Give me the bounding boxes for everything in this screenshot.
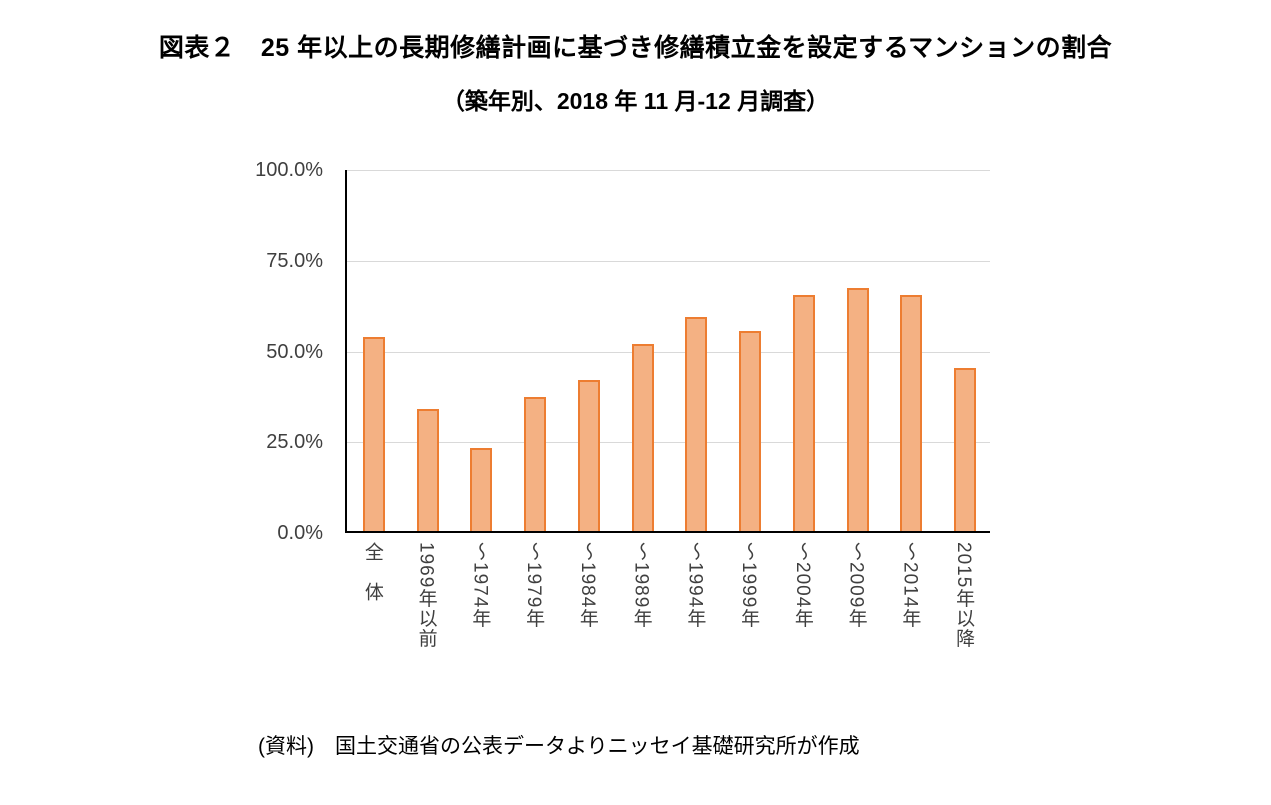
bar-10 — [846, 287, 869, 531]
gridline — [347, 442, 990, 444]
x-tick-label: ～2014年 — [899, 542, 921, 629]
bar-12 — [954, 367, 977, 531]
bar-1 — [362, 336, 385, 531]
x-tick-label: ～2004年 — [791, 542, 813, 629]
y-tick-label: 0.0% — [277, 522, 323, 544]
bar-6 — [631, 344, 654, 531]
chart-title: 図表２ 25 年以上の長期修繕計画に基づき修繕積立金を設定するマンションの割合 — [158, 34, 1113, 62]
x-tick-label: 1969年以前 — [415, 542, 437, 649]
gridline — [347, 351, 990, 353]
gridline — [347, 170, 990, 171]
x-tick-label: ～1979年 — [523, 542, 545, 629]
x-tick-label: 全 体 — [361, 542, 383, 602]
x-tick-label: ～1999年 — [738, 542, 760, 629]
gridline — [347, 260, 990, 262]
x-tick-label: ～1984年 — [576, 542, 598, 629]
bar-2 — [416, 409, 439, 531]
bar-7 — [685, 316, 708, 531]
y-tick-label: 100.0% — [255, 159, 323, 181]
bar-8 — [739, 331, 762, 531]
y-tick-label: 25.0% — [266, 431, 323, 454]
y-tick-label: 50.0% — [266, 340, 323, 363]
chart-subtitle: （築年別、2018 年 11 月-12 月調査） — [441, 88, 830, 114]
bar-11 — [900, 295, 923, 531]
x-tick-label: 2015年以降 — [953, 542, 975, 649]
bar-9 — [792, 295, 815, 531]
bar-3 — [470, 447, 493, 531]
y-axis-labels: 0.0% 25.0% 50.0% 75.0% 100.0% — [140, 159, 335, 544]
x-axis-labels: 全 体 1969年以前 ～1974年 ～1979年 ～1984年 ～1989年 ～1994年… — [345, 542, 990, 712]
plot-area — [345, 170, 990, 533]
x-tick-label: ～2009年 — [845, 542, 867, 629]
source-note: (資料) 国土交通省の公表データよりニッセイ基礎研究所が作成 — [258, 735, 860, 758]
y-tick-label: 75.0% — [266, 249, 323, 272]
x-tick-label: ～1974年 — [469, 542, 491, 629]
x-tick-label: ～1994年 — [684, 542, 706, 629]
x-tick-label: ～1989年 — [630, 542, 652, 629]
bar-5 — [577, 380, 600, 531]
bar-4 — [524, 396, 547, 531]
